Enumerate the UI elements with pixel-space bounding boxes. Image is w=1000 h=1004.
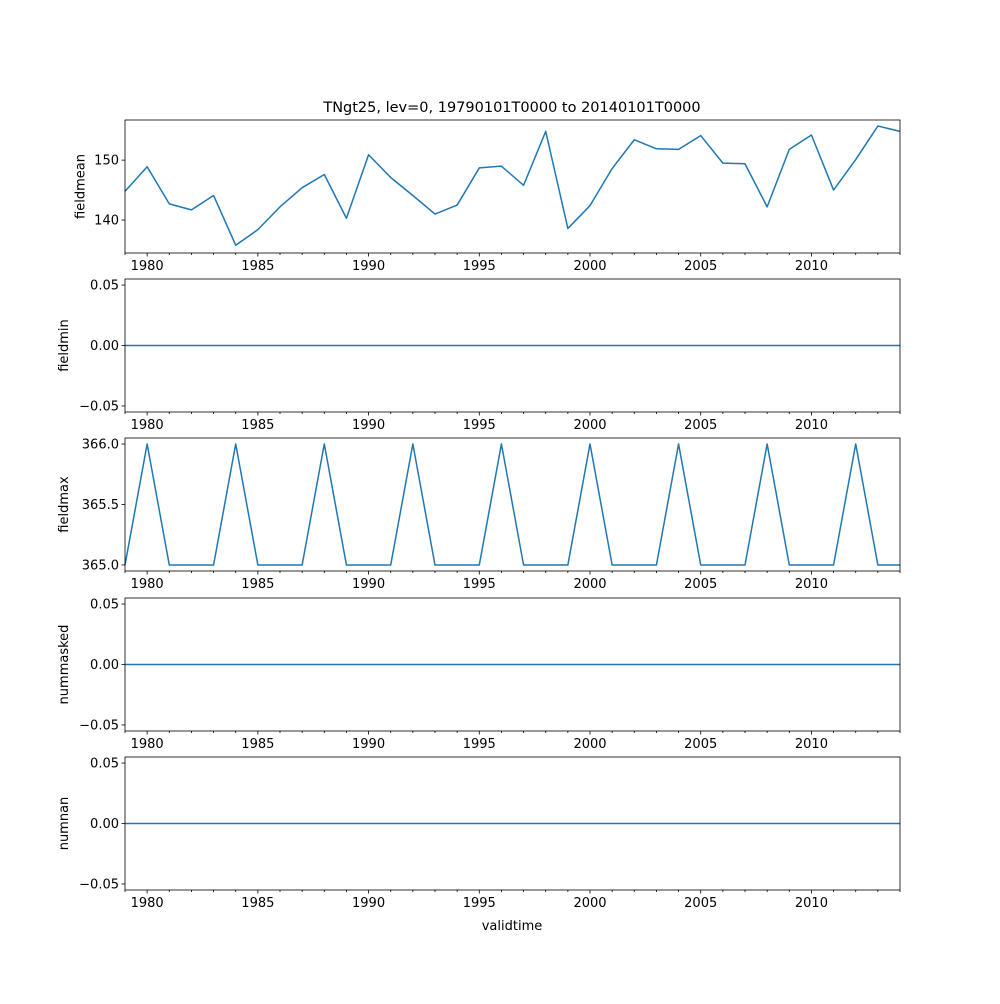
x-tick-label: 2010 [795, 577, 828, 592]
x-tick-label: 2005 [684, 737, 717, 752]
x-tick-label: 2000 [573, 577, 606, 592]
y-tick-label: 0.05 [90, 279, 119, 294]
series-line-fieldmean [124, 125, 901, 246]
x-tick-label: 1980 [131, 577, 164, 592]
y-tick-label: 365.0 [82, 558, 119, 573]
panel-fieldmin: 1980 1985 1990 1995 2000 2005 2010 −0.05 0.00 0.0… [57, 279, 901, 433]
x-tick-label: 1990 [352, 259, 385, 274]
y-axis-label-nummasked: nummasked [57, 625, 72, 705]
x-tick-label: 1980 [131, 259, 164, 274]
x-tick-label: 1990 [352, 577, 385, 592]
x-tick-label: 2010 [795, 259, 828, 274]
x-tick-label: 1995 [463, 259, 496, 274]
x-axis-label: validtime [482, 919, 543, 934]
x-tick-label: 1985 [241, 896, 274, 911]
y-axis-label-fieldmin: fieldmin [57, 319, 72, 372]
x-tick-label: 1990 [352, 737, 385, 752]
x-tick-label: 1985 [241, 259, 274, 274]
x-tick-label: 2010 [795, 418, 828, 433]
x-tick-label: 1980 [131, 737, 164, 752]
y-tick-label: 0.00 [90, 339, 119, 354]
x-tick-label: 1995 [463, 418, 496, 433]
panel-nummasked: 1980 1985 1990 1995 2000 2005 2010 −0.05 0.00 0.0… [57, 598, 901, 752]
x-tick-label: 2000 [573, 259, 606, 274]
panel-numnan: 1980 1985 1990 1995 2000 2005 2010 −0.05 0.00 0.0… [57, 757, 901, 911]
x-tick-label: 1985 [241, 577, 274, 592]
y-axis-label-fieldmax: fieldmax [57, 476, 72, 533]
x-tick-label: 2010 [795, 737, 828, 752]
y-tick-label: 0.05 [90, 757, 119, 772]
y-tick-label: 0.00 [90, 658, 119, 673]
y-tick-label: 0.05 [90, 598, 119, 613]
x-tick-label: 2000 [573, 737, 606, 752]
x-tick-label: 2000 [573, 896, 606, 911]
y-tick-label: −0.05 [79, 399, 119, 414]
x-tick-label: 2005 [684, 259, 717, 274]
y-tick-label: 366.0 [82, 438, 119, 453]
x-tick-label: 1995 [463, 896, 496, 911]
x-tick-label: 2005 [684, 418, 717, 433]
x-tick-label: 2005 [684, 896, 717, 911]
y-axis-label-numnan: numnan [57, 797, 72, 851]
y-tick-label: −0.05 [79, 877, 119, 892]
x-tick-label: 1990 [352, 418, 385, 433]
x-tick-label: 1995 [463, 737, 496, 752]
x-tick-label: 1980 [131, 896, 164, 911]
chart-title: TNgt25, lev=0, 19790101T0000 to 20140101… [322, 100, 700, 116]
y-axis-label-fieldmean: fieldmean [73, 154, 88, 219]
y-tick-label: −0.05 [79, 718, 119, 733]
panel-fieldmean: 1980 1985 1990 1995 2000 2005 2010 140 150 fieldm… [73, 119, 901, 274]
panels: 1980 1985 1990 1995 2000 2005 2010 140 150 fieldm… [57, 119, 901, 911]
x-tick-label: 2005 [684, 577, 717, 592]
x-tick-label: 1985 [241, 418, 274, 433]
x-tick-label: 1980 [131, 418, 164, 433]
panel-fieldmax: 1980 1985 1990 1995 2000 2005 2010 365.0 365.5 36… [57, 438, 901, 592]
x-tick-label: 1985 [241, 737, 274, 752]
x-tick-label: 2000 [573, 418, 606, 433]
axes-frame [124, 119, 901, 254]
y-tick-label: 150 [94, 154, 119, 169]
x-tick-label: 2010 [795, 896, 828, 911]
y-tick-label: 0.00 [90, 817, 119, 832]
x-tick-label: 1990 [352, 896, 385, 911]
y-tick-label: 365.5 [82, 498, 119, 513]
y-tick-label: 140 [94, 214, 119, 229]
series-line-fieldmax [124, 443, 900, 566]
x-tick-label: 1995 [463, 577, 496, 592]
